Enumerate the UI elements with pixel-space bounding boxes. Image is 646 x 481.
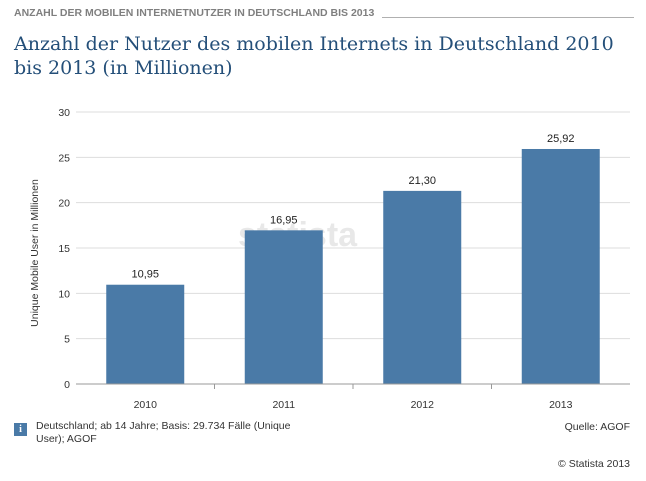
x-tick-label-2010: 2010 bbox=[134, 399, 158, 411]
x-tick-label-2013: 2013 bbox=[549, 399, 573, 411]
y-tick-label: 10 bbox=[58, 288, 70, 300]
data-label-2011: 16,95 bbox=[270, 214, 298, 226]
data-label-2013: 25,92 bbox=[547, 133, 575, 145]
y-tick-label: 15 bbox=[58, 243, 70, 255]
copyright-text: © Statista 2013 bbox=[558, 458, 630, 470]
axes: 0 5 10 15 20 25 30 2010 2011 2012 2013 bbox=[58, 107, 630, 411]
source-text: Quelle: AGOF bbox=[564, 421, 630, 433]
info-icon[interactable]: i bbox=[14, 423, 27, 436]
y-tick-label: 20 bbox=[58, 198, 70, 210]
y-axis-title: Unique Mobile User in Millionen bbox=[29, 179, 41, 327]
bar-2011 bbox=[244, 230, 323, 384]
y-tick-label: 30 bbox=[58, 107, 70, 119]
y-tick-label: 0 bbox=[64, 379, 70, 391]
y-tick-label: 5 bbox=[64, 334, 70, 346]
value-labels: 10,95 16,95 21,30 25,92 bbox=[131, 133, 574, 281]
bar-2013 bbox=[521, 148, 600, 384]
top-header: ANZAHL DER MOBILEN INTERNETNUTZER IN DEU… bbox=[14, 7, 634, 21]
x-tick-label-2012: 2012 bbox=[411, 399, 435, 411]
data-label-2012: 21,30 bbox=[408, 175, 436, 187]
y-tick-label: 25 bbox=[58, 152, 70, 164]
bar-2012 bbox=[383, 190, 462, 384]
x-tick-label-2011: 2011 bbox=[272, 399, 295, 411]
bar-2010 bbox=[106, 284, 185, 384]
data-label-2010: 10,95 bbox=[131, 269, 159, 281]
chart-title: Anzahl der Nutzer des mobilen Internets … bbox=[14, 33, 614, 79]
bars bbox=[106, 148, 600, 384]
header-label: ANZAHL DER MOBILEN INTERNETNUTZER IN DEU… bbox=[14, 7, 383, 19]
note-text: Deutschland; ab 14 Jahre; Basis: 29.734 … bbox=[36, 420, 291, 445]
